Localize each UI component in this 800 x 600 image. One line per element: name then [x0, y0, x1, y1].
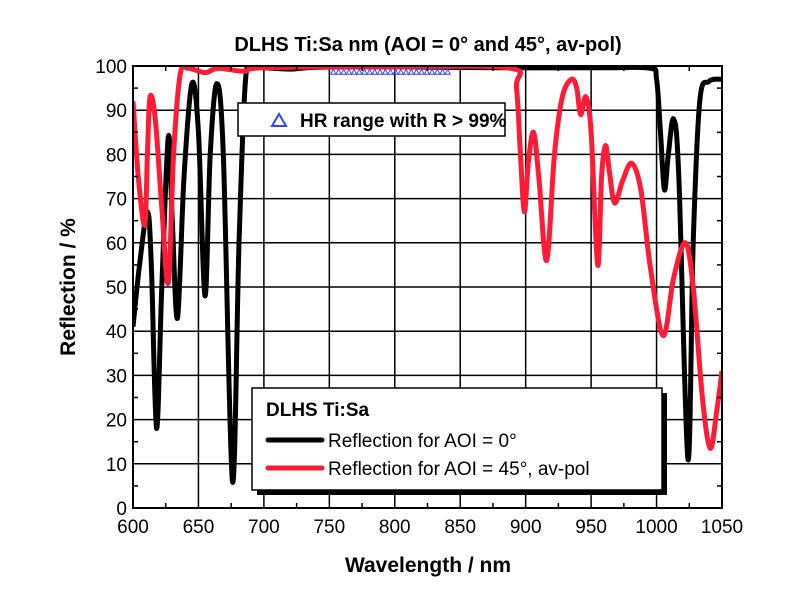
y-tick-label: 50	[106, 278, 127, 299]
legend-label-aoi45: Reflection for AOI = 45°, av-pol	[328, 459, 590, 480]
y-tick-label: 90	[106, 101, 127, 122]
hr-triangle-marker	[418, 68, 425, 75]
x-tick-label: 750	[313, 517, 345, 538]
hr-triangle-marker	[428, 68, 436, 75]
chart-title: DLHS Ti:Sa nm (AOI = 0° and 45°, av-pol)	[234, 34, 621, 56]
y-tick-label: 70	[106, 190, 127, 211]
legend: DLHS Ti:Sa Reflection for AOI = 0° Refle…	[251, 387, 667, 495]
series-aoi45-line	[133, 66, 722, 451]
hr-range-markers	[329, 68, 451, 75]
x-tick-label: 950	[575, 517, 607, 538]
y-tick-label: 60	[106, 234, 127, 255]
x-tick-label: 850	[444, 517, 476, 538]
y-tick-label: 0	[116, 499, 127, 520]
hr-triangle-marker	[381, 68, 389, 75]
hr-triangle-marker	[402, 68, 410, 75]
x-tick-label: 600	[117, 517, 149, 538]
triangle-icon	[270, 112, 288, 127]
x-tick-label: 1000	[635, 517, 677, 538]
hr-triangle-marker	[350, 68, 358, 75]
y-tick-label: 40	[106, 322, 127, 343]
curves	[133, 66, 722, 485]
x-tick-label: 700	[248, 517, 280, 538]
hr-triangle-marker	[366, 68, 373, 75]
series-aoi0-line	[133, 66, 722, 485]
hr-triangle-marker	[397, 68, 405, 75]
hr-triangle-marker	[433, 68, 441, 75]
hr-triangle-marker	[392, 68, 399, 75]
y-tick-label: 10	[106, 455, 127, 476]
hr-triangle-marker	[345, 68, 353, 75]
y-tick-label: 80	[106, 145, 127, 166]
x-axis-label: Wavelength / nm	[345, 554, 511, 577]
hr-triangle-marker	[376, 68, 384, 75]
y-tick-label: 30	[106, 366, 127, 387]
hr-triangle-marker	[329, 68, 337, 75]
x-tick-label: 650	[183, 517, 215, 538]
x-tick-label: 1050	[701, 517, 743, 538]
hr-triangle-marker	[340, 68, 347, 75]
legend-title: DLHS Ti:Sa	[266, 400, 370, 421]
hr-legend-label: HR range with R > 99%	[300, 111, 507, 132]
hr-triangle-marker	[371, 68, 379, 75]
hr-triangle-marker	[387, 68, 394, 75]
hr-triangle-marker	[361, 68, 368, 75]
x-tick-label: 800	[379, 517, 411, 538]
hr-legend: HR range with R > 99%	[237, 102, 507, 137]
legend-label-aoi0: Reflection for AOI = 0°	[328, 431, 517, 452]
hr-triangle-marker	[335, 68, 342, 75]
hr-triangle-marker	[413, 68, 420, 75]
x-tick-label: 900	[510, 517, 542, 538]
hr-triangle-marker	[423, 68, 431, 75]
hr-triangle-marker	[444, 68, 451, 75]
y-tick-label: 100	[95, 57, 127, 78]
y-axis-label: Reflection / %	[57, 218, 80, 356]
hr-triangle-marker	[355, 68, 363, 75]
hr-triangle-marker	[439, 68, 446, 75]
hr-triangle-marker	[407, 68, 415, 75]
ticks: 600 650 700 750 800 850 900 950 1000 1050 0 10 20 30 4…	[95, 57, 743, 538]
y-tick-label: 20	[106, 411, 127, 432]
